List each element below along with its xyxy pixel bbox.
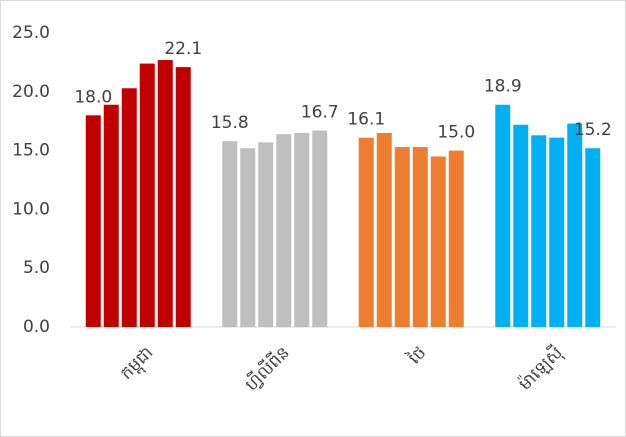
data-label: 16.7 xyxy=(301,103,339,123)
y-tick-label: 0.0 xyxy=(23,317,50,337)
bar xyxy=(312,130,328,327)
bar xyxy=(394,147,410,327)
bar xyxy=(276,134,292,327)
bar xyxy=(121,88,137,327)
data-label: 15.8 xyxy=(211,113,249,133)
bar xyxy=(358,137,374,327)
y-tick-label: 15.0 xyxy=(12,141,50,161)
bar xyxy=(103,104,119,328)
bar xyxy=(240,148,256,327)
y-tick-label: 20.0 xyxy=(12,82,50,102)
bar xyxy=(567,123,583,327)
bar xyxy=(85,115,101,327)
y-tick-label: 5.0 xyxy=(23,258,50,278)
data-label: 18.0 xyxy=(74,87,112,107)
bar xyxy=(157,60,173,327)
data-label: 16.1 xyxy=(347,110,385,130)
bar xyxy=(294,132,310,327)
data-label: 22.1 xyxy=(164,39,202,59)
bar xyxy=(430,156,446,327)
bar xyxy=(495,104,511,328)
bar xyxy=(513,124,529,327)
y-tick-label: 25.0 xyxy=(12,23,50,43)
data-label: 18.9 xyxy=(484,77,522,97)
bar xyxy=(585,148,601,327)
y-tick-label: 10.0 xyxy=(12,199,50,219)
bar xyxy=(175,67,191,327)
bar xyxy=(531,135,547,327)
data-label: 15.2 xyxy=(574,120,612,140)
bar xyxy=(258,142,274,327)
bar xyxy=(222,141,238,327)
bar xyxy=(448,150,464,327)
bar xyxy=(549,137,565,327)
bar xyxy=(412,147,428,327)
data-label: 15.0 xyxy=(437,123,475,143)
bar xyxy=(376,132,392,327)
bar xyxy=(139,63,155,328)
